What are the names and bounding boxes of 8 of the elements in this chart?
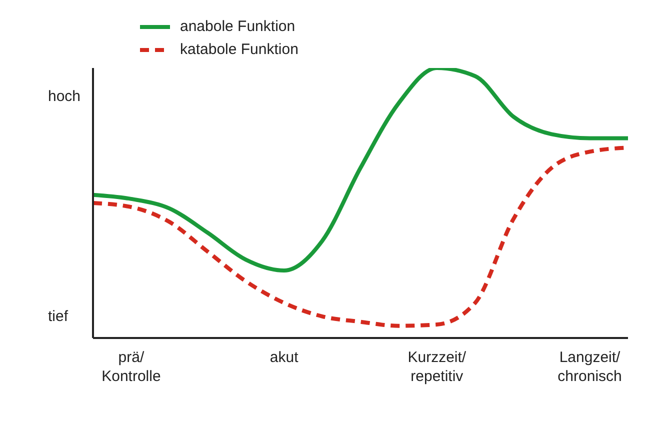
legend-label: anabole Funktion — [180, 18, 296, 35]
text: tief — [48, 308, 68, 325]
x-tick-label: prä/ Kontrolle — [102, 349, 161, 385]
legend-label: katabole Funktion — [180, 41, 298, 58]
x-tick-label: Kurzzeit/ repetitiv — [408, 349, 467, 385]
x-tick-label: akut — [270, 349, 300, 366]
x-tick-label: Langzeit/ chronisch — [558, 349, 622, 385]
text: hoch — [48, 88, 81, 105]
